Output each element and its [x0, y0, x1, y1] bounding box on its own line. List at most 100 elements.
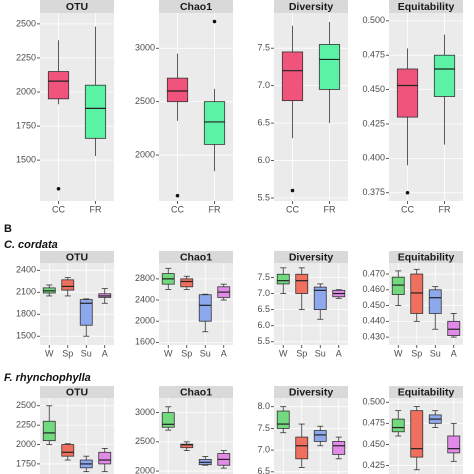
x-tick-label: A: [221, 348, 227, 358]
y-tick-label: 1750: [16, 458, 36, 468]
y-tick-label: 0.475: [362, 418, 385, 428]
box: [410, 273, 424, 314]
y-tick-label: 0.460: [362, 284, 385, 294]
y-tick-label: 0.425: [362, 460, 385, 470]
y-tick-label: 0.500: [362, 397, 385, 407]
y-tick-label: 0.450: [362, 84, 385, 94]
strip: [40, 0, 114, 13]
box: [276, 410, 290, 429]
box: [332, 441, 346, 455]
y-tick-label: 2500: [135, 436, 155, 446]
box: [313, 430, 327, 442]
strip: [159, 0, 233, 13]
strip: [389, 386, 463, 398]
y-tick-label: 2250: [16, 52, 36, 62]
y-tick-label: 2500: [16, 400, 36, 410]
panel-title: Diversity: [289, 386, 334, 398]
y-tick-label: 7.0: [257, 288, 270, 298]
panel-title: Diversity: [289, 251, 334, 263]
strip: [274, 386, 348, 398]
x-tick-label: W: [164, 348, 173, 358]
y-tick-label: 7.5: [257, 423, 270, 433]
y-tick-label: 5.5: [257, 336, 270, 346]
x-tick-label: CC: [286, 204, 299, 214]
y-tick-label: 6.5: [257, 117, 270, 127]
y-tick-label: 0.450: [362, 439, 385, 449]
y-tick-label: 2500: [16, 18, 36, 28]
x-tick-label: A: [336, 348, 342, 358]
y-tick-label: 1750: [16, 120, 36, 130]
y-tick-label: 6.5: [257, 466, 270, 474]
panel-title: Chao1: [180, 1, 212, 13]
y-tick-label: 6.5: [257, 304, 270, 314]
x-tick-label: W: [394, 348, 403, 358]
y-tick-label: 6.0: [257, 320, 270, 330]
outlier: [56, 186, 61, 191]
y-tick-label: 2000: [135, 465, 155, 474]
panel-title: OTU: [66, 251, 88, 263]
box: [313, 286, 327, 311]
strip: [274, 251, 348, 263]
x-tick-label: W: [279, 348, 288, 358]
y-tick-label: 0.425: [362, 118, 385, 128]
panel-title: Diversity: [289, 1, 334, 13]
plot-background: [274, 398, 348, 474]
strip: [274, 0, 348, 13]
panel-title: Equitability: [398, 1, 455, 13]
x-tick-label: CC: [52, 204, 65, 214]
y-tick-label: 2000: [135, 316, 155, 326]
strip: [40, 386, 114, 398]
x-tick-label: A: [451, 348, 457, 358]
box: [318, 44, 341, 90]
group-label: F. rhynchophylla: [4, 372, 91, 384]
y-tick-label: 2400: [16, 265, 36, 275]
box: [180, 278, 194, 288]
plot-background: [40, 263, 114, 345]
y-tick-label: 6.0: [257, 155, 270, 165]
panel-title: Equitability: [398, 251, 455, 263]
y-tick-label: 2100: [16, 287, 36, 297]
panel-label: B: [4, 223, 12, 235]
x-tick-label: FR: [324, 204, 336, 214]
box: [447, 320, 461, 336]
x-tick-label: Sp: [62, 348, 73, 358]
box: [84, 84, 107, 139]
box: [396, 68, 419, 118]
x-tick-label: CC: [401, 204, 414, 214]
box: [281, 51, 304, 102]
y-tick-label: 0.430: [362, 331, 385, 341]
x-tick-label: W: [45, 348, 54, 358]
x-tick-label: CC: [171, 204, 184, 214]
y-tick-label: 5.5: [257, 192, 270, 202]
y-tick-label: 2000: [135, 149, 155, 159]
y-tick-label: 0.500: [362, 15, 385, 25]
outlier: [405, 190, 410, 195]
y-tick-label: 7.5: [257, 272, 270, 282]
strip: [159, 386, 233, 398]
y-tick-label: 1600: [135, 337, 155, 347]
box: [61, 444, 75, 457]
box: [79, 299, 93, 326]
outlier: [212, 19, 217, 24]
box: [203, 101, 226, 145]
x-tick-label: FR: [90, 204, 102, 214]
x-tick-label: Su: [81, 348, 92, 358]
box: [61, 279, 75, 291]
panel-title: OTU: [66, 386, 88, 398]
outlier: [290, 188, 295, 193]
box: [295, 273, 309, 294]
y-tick-label: 3000: [135, 407, 155, 417]
box: [433, 54, 456, 97]
y-tick-label: 0.475: [362, 50, 385, 60]
y-tick-label: 0.450: [362, 300, 385, 310]
y-tick-label: 1800: [16, 309, 36, 319]
strip: [40, 251, 114, 263]
box: [447, 435, 461, 454]
box: [47, 71, 70, 100]
box: [166, 77, 189, 103]
panel-title: Chao1: [180, 251, 212, 263]
x-tick-label: Sp: [296, 348, 307, 358]
outlier: [175, 193, 180, 198]
y-tick-label: 7.0: [257, 444, 270, 454]
